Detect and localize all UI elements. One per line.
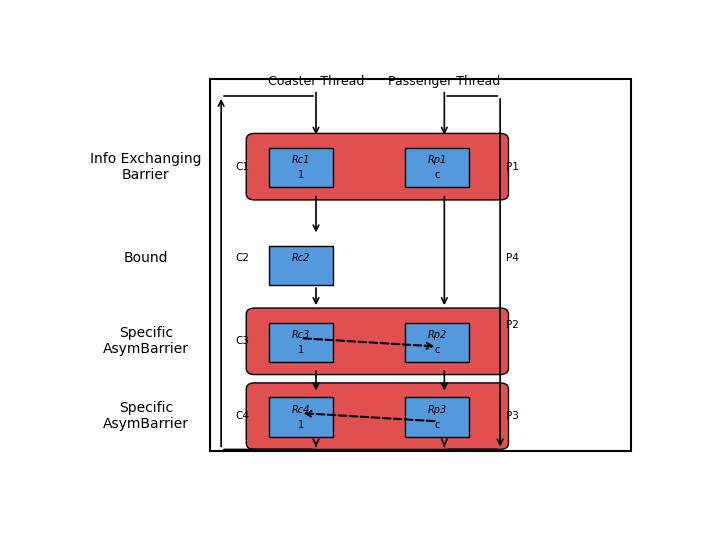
Text: Specific
AsymBarrier: Specific AsymBarrier xyxy=(103,326,189,356)
Text: Rp2: Rp2 xyxy=(428,330,447,340)
Text: 1: 1 xyxy=(297,345,304,355)
Text: P3: P3 xyxy=(505,411,518,421)
Text: C2: C2 xyxy=(235,253,249,263)
Text: P1: P1 xyxy=(505,161,518,172)
Text: Rc2: Rc2 xyxy=(292,253,310,263)
FancyBboxPatch shape xyxy=(269,148,333,187)
FancyBboxPatch shape xyxy=(405,322,469,362)
Text: Rp1: Rp1 xyxy=(428,155,447,165)
FancyBboxPatch shape xyxy=(246,383,508,449)
FancyBboxPatch shape xyxy=(269,246,333,285)
Text: c: c xyxy=(435,420,440,430)
Text: C1: C1 xyxy=(235,161,249,172)
Text: Info Exchanging
Barrier: Info Exchanging Barrier xyxy=(90,152,202,182)
Text: C3: C3 xyxy=(235,336,249,346)
Text: P4: P4 xyxy=(505,253,518,263)
FancyBboxPatch shape xyxy=(210,79,631,451)
Text: Passenger Thread: Passenger Thread xyxy=(388,75,500,87)
Text: Rc3: Rc3 xyxy=(292,330,310,340)
FancyBboxPatch shape xyxy=(269,397,333,437)
Text: P2: P2 xyxy=(505,320,518,330)
Text: Rc1: Rc1 xyxy=(292,155,310,165)
FancyBboxPatch shape xyxy=(246,308,508,375)
FancyBboxPatch shape xyxy=(405,148,469,187)
Text: Bound: Bound xyxy=(124,251,168,265)
Text: c: c xyxy=(435,345,440,355)
Text: 1: 1 xyxy=(297,420,304,430)
FancyBboxPatch shape xyxy=(269,322,333,362)
FancyBboxPatch shape xyxy=(405,397,469,437)
Text: Coaster Thread: Coaster Thread xyxy=(268,75,364,87)
Text: c: c xyxy=(435,170,440,180)
Text: C4: C4 xyxy=(235,411,249,421)
FancyBboxPatch shape xyxy=(246,133,508,200)
Text: Specific
AsymBarrier: Specific AsymBarrier xyxy=(103,401,189,431)
Text: Rp3: Rp3 xyxy=(428,404,447,415)
Text: 1: 1 xyxy=(297,170,304,180)
Text: Rc4: Rc4 xyxy=(292,404,310,415)
